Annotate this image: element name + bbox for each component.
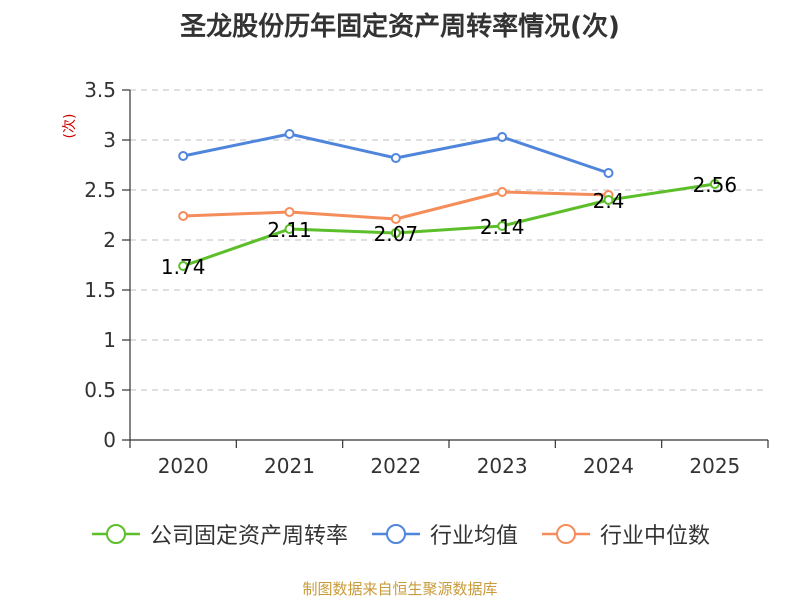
- legend-swatch-industry-mean: [371, 524, 420, 544]
- data-point-2: [284, 207, 295, 217]
- legend-label-industry-median: 行业中位数: [600, 524, 711, 549]
- data-label: 2.56: [693, 173, 738, 197]
- data-label: 2.14: [480, 215, 525, 239]
- legend-item-industry-mean[interactable]: 行业均值: [370, 518, 518, 550]
- chart-title: 圣龙股份历年固定资产周转率情况(次): [180, 12, 620, 42]
- y-tick-label: 1: [103, 328, 116, 352]
- data-point-0: [390, 228, 401, 238]
- source-note: 制图数据来自恒生聚源数据库: [302, 580, 498, 598]
- y-axis-title: (次): [62, 114, 78, 139]
- y-tick-label: 2.5: [84, 178, 116, 202]
- y-tick-label: 0.5: [84, 378, 116, 402]
- data-label: 2.4: [593, 189, 625, 213]
- legend-item-company[interactable]: 公司固定资产周转率: [90, 518, 348, 550]
- data-point-0: [709, 179, 720, 189]
- data-point-0: [284, 224, 295, 234]
- data-point-0: [178, 261, 189, 271]
- data-point-1: [497, 132, 508, 142]
- data-label: 1.74: [161, 255, 206, 279]
- legend-label-company: 公司固定资产周转率: [149, 524, 348, 549]
- y-tick-label: 1.5: [84, 278, 116, 302]
- data-point-0: [497, 221, 508, 231]
- data-point-1: [603, 168, 614, 178]
- data-label: 2.07: [374, 222, 419, 246]
- y-tick-label: 0: [103, 428, 116, 452]
- series-line-0: [182, 182, 716, 268]
- x-tick-label: 2022: [370, 454, 421, 478]
- data-point-2: [390, 214, 401, 224]
- x-tick-label: 2021: [264, 454, 315, 478]
- y-tick-label: 3: [103, 128, 116, 152]
- legend-swatch-industry-median: [542, 524, 590, 544]
- legend-swatch-company: [91, 524, 140, 544]
- x-tick-label: 2025: [689, 454, 740, 478]
- x-tick-label: 2020: [158, 454, 209, 478]
- y-tick-label: 2: [103, 228, 116, 252]
- data-point-0: [603, 195, 614, 205]
- data-point-1: [178, 151, 189, 161]
- x-tick-label: 2023: [477, 454, 528, 478]
- data-label: 2.11: [267, 218, 312, 242]
- legend: 公司固定资产周转率 行业均值 行业中位数: [0, 518, 800, 550]
- legend-label-industry-mean: 行业均值: [429, 524, 518, 549]
- data-point-1: [284, 129, 295, 139]
- legend-item-industry-median[interactable]: 行业中位数: [540, 518, 710, 550]
- y-tick-label: 3.5: [84, 78, 116, 102]
- x-tick-label: 2024: [583, 454, 634, 478]
- data-point-1: [390, 153, 401, 163]
- data-point-2: [178, 211, 189, 221]
- data-point-2: [497, 187, 508, 197]
